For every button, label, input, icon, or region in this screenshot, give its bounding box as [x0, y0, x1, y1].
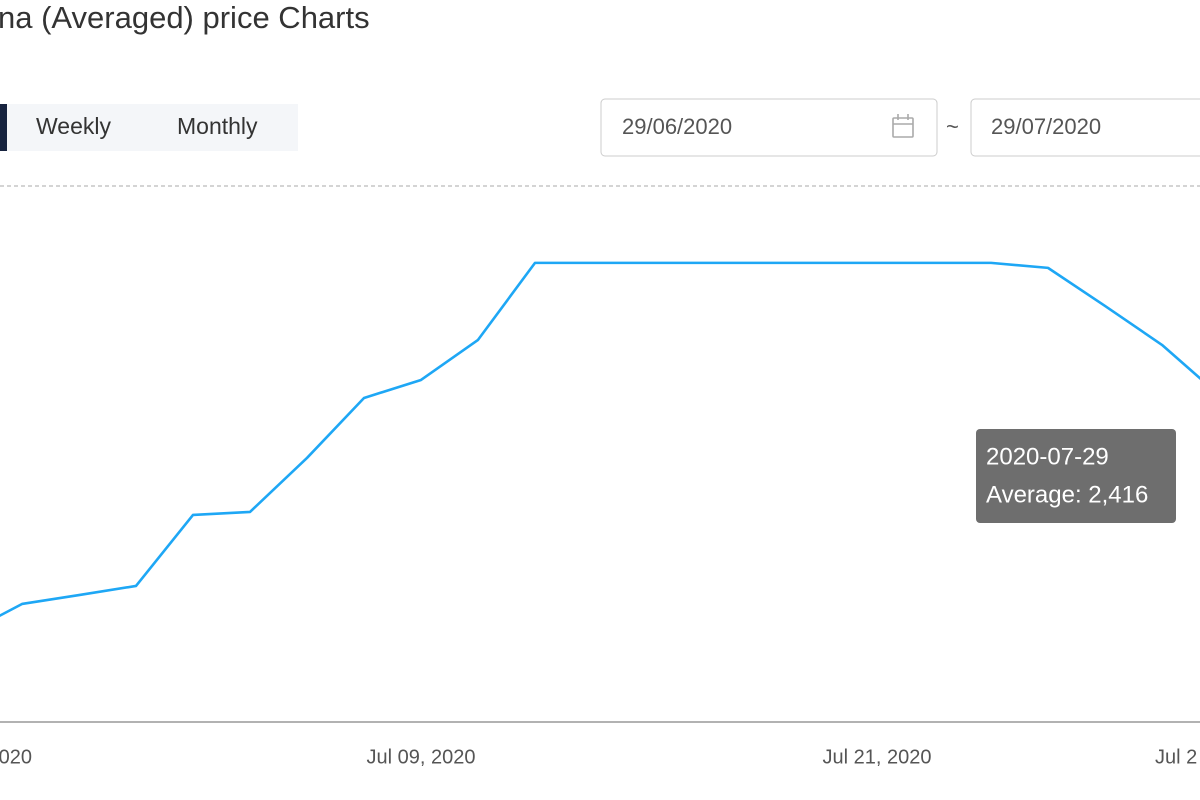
x-tick-label: Jul 2 — [1155, 746, 1197, 768]
tooltip-box — [976, 429, 1176, 523]
end-date: 29/07/2020 — [991, 114, 1101, 139]
tooltip-date: 2020-07-29 — [986, 443, 1109, 470]
active-tab[interactable] — [0, 104, 7, 151]
x-tick-label: Jul 09, 2020 — [367, 746, 476, 768]
tooltip-value: Average: 2,416 — [986, 481, 1148, 508]
price-line — [0, 261, 1200, 618]
tab-bar — [7, 104, 298, 151]
x-tick-label: 020 — [0, 746, 32, 768]
start-date-input[interactable] — [600, 98, 938, 157]
tab-weekly[interactable]: Weekly — [36, 113, 111, 139]
end-date-input[interactable] — [970, 98, 1200, 157]
calendar-icon[interactable] — [892, 114, 914, 138]
date-separator: ~ — [946, 114, 959, 139]
tab-monthly[interactable]: Monthly — [177, 113, 258, 139]
page-title: na (Averaged) price Charts — [0, 0, 370, 35]
x-tick-label: Jul 21, 2020 — [823, 746, 932, 768]
start-date: 29/06/2020 — [622, 114, 732, 139]
plot: 020 Jul 09, 2020 Jul 21, 2020 Jul 2 — [0, 261, 1200, 768]
